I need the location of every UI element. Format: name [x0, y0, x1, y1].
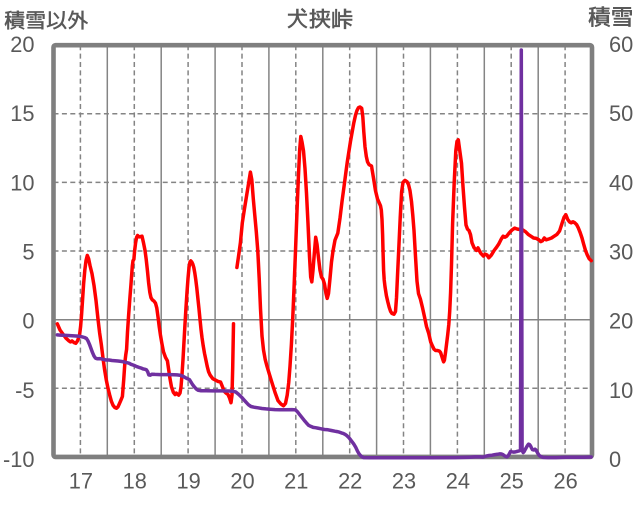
svg-text:40: 40 — [609, 170, 633, 195]
svg-text:-5: -5 — [15, 378, 34, 403]
svg-text:15: 15 — [10, 101, 34, 126]
svg-text:5: 5 — [22, 240, 34, 265]
svg-text:25: 25 — [500, 468, 524, 493]
svg-text:50: 50 — [609, 101, 633, 126]
svg-text:60: 60 — [609, 32, 633, 57]
svg-text:21: 21 — [284, 468, 308, 493]
svg-text:23: 23 — [392, 468, 416, 493]
svg-text:0: 0 — [609, 447, 621, 472]
svg-text:20: 20 — [10, 32, 34, 57]
svg-text:30: 30 — [609, 240, 633, 265]
svg-text:10: 10 — [609, 378, 633, 403]
svg-text:10: 10 — [10, 170, 34, 195]
svg-text:20: 20 — [609, 309, 633, 334]
svg-text:19: 19 — [176, 468, 200, 493]
svg-text:22: 22 — [338, 468, 362, 493]
svg-text:26: 26 — [553, 468, 577, 493]
svg-text:20: 20 — [230, 468, 254, 493]
svg-text:-10: -10 — [3, 447, 35, 472]
svg-text:24: 24 — [446, 468, 470, 493]
svg-text:18: 18 — [123, 468, 147, 493]
svg-text:17: 17 — [69, 468, 93, 493]
svg-text:0: 0 — [22, 309, 34, 334]
